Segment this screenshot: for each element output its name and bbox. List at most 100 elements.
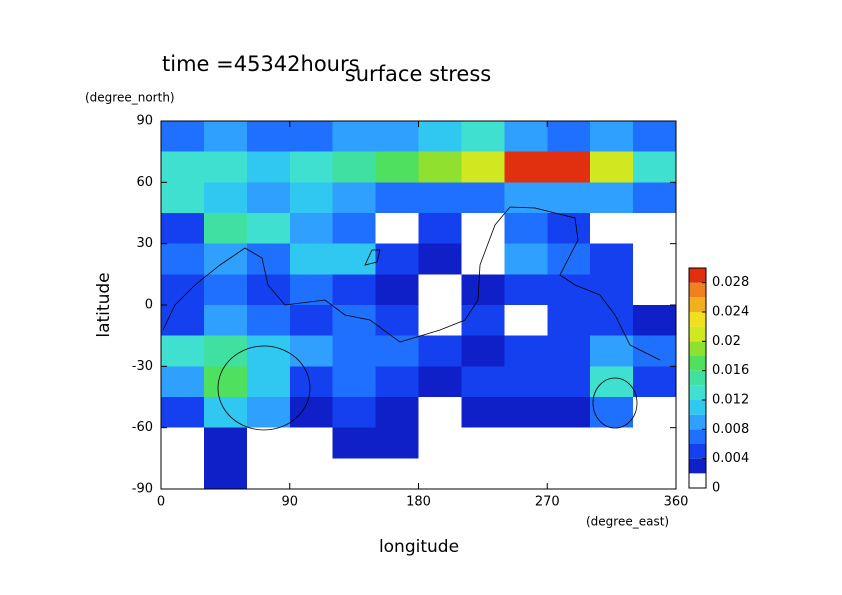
colorbar-tick-label: 0.016 <box>712 363 749 378</box>
colorbar-box <box>689 414 706 430</box>
cell <box>161 274 205 306</box>
cell <box>547 397 591 429</box>
cell <box>246 151 291 183</box>
cell <box>633 243 677 275</box>
cell <box>461 151 505 183</box>
cell <box>461 305 505 337</box>
cell <box>418 121 462 153</box>
x-tick-label: 360 <box>664 495 689 510</box>
cell <box>633 182 677 214</box>
colorbar-box <box>689 268 706 283</box>
cell <box>161 243 205 275</box>
cell <box>289 335 334 367</box>
cell <box>418 151 462 183</box>
cell <box>289 151 334 183</box>
colorbar-tick-label: 0 <box>712 481 720 496</box>
cell <box>289 305 334 337</box>
cell <box>418 397 462 429</box>
cell <box>289 366 334 398</box>
cell <box>246 274 291 306</box>
x-axis-title: longitude <box>379 537 459 557</box>
coastline <box>364 249 381 266</box>
cell <box>246 335 291 367</box>
cell <box>590 427 634 459</box>
cell <box>161 182 205 214</box>
cell <box>418 305 462 337</box>
colorbar-box <box>689 385 706 400</box>
cell <box>461 274 505 306</box>
cell <box>461 366 505 398</box>
cell <box>418 274 462 306</box>
cell <box>375 243 419 275</box>
cell <box>332 151 377 183</box>
cell <box>203 243 248 275</box>
colorbar-box <box>689 356 706 371</box>
cell <box>332 213 377 245</box>
cell <box>203 274 248 306</box>
coastlines <box>162 206 661 431</box>
colorbar-box <box>689 282 706 298</box>
cell <box>246 182 291 214</box>
cell <box>161 397 205 429</box>
coastline <box>592 377 638 429</box>
cell <box>633 335 677 367</box>
cell <box>590 305 634 337</box>
colorbar: 0 0.004 0.008 0.012 0.016 0.02 0.024 0.028 <box>688 267 749 496</box>
cell <box>590 182 634 214</box>
cell <box>289 397 334 429</box>
cell <box>203 427 248 459</box>
cell <box>246 121 291 153</box>
cell <box>504 397 548 429</box>
cell <box>332 366 377 398</box>
cell <box>375 458 419 490</box>
cell <box>590 243 634 275</box>
y-tick-label: 0 <box>145 298 153 313</box>
coastline <box>162 206 661 361</box>
cell <box>418 335 462 367</box>
cell <box>633 274 677 306</box>
cell <box>161 458 205 490</box>
y-unit: (degree_north) <box>85 91 175 105</box>
cell <box>504 213 548 245</box>
cell <box>161 305 205 337</box>
cell <box>461 335 505 367</box>
x-tick-label: 90 <box>281 495 298 510</box>
cell <box>633 121 677 153</box>
cell <box>161 335 205 367</box>
cell <box>375 305 419 337</box>
y-axis-title: latitude <box>94 272 114 337</box>
cell <box>633 458 677 490</box>
chart-title: surface stress <box>345 62 491 86</box>
cell <box>332 427 377 459</box>
cell <box>590 213 634 245</box>
colorbar-box <box>689 326 706 342</box>
cell <box>547 458 591 490</box>
x-tick-label: 270 <box>535 495 560 510</box>
cell <box>504 305 548 337</box>
cell <box>418 458 462 490</box>
colorbar-box <box>689 444 706 459</box>
cell <box>461 427 505 459</box>
y-tick-label: 60 <box>136 175 153 190</box>
cell <box>633 366 677 398</box>
y-tick-label: 30 <box>136 236 153 251</box>
cell <box>332 458 377 490</box>
cell <box>246 427 291 459</box>
cell <box>504 458 548 490</box>
cell <box>289 182 334 214</box>
colorbar-tick-label: 0.004 <box>712 451 749 466</box>
cell <box>375 335 419 367</box>
cell <box>547 151 591 183</box>
cell <box>375 427 419 459</box>
cell <box>246 366 291 398</box>
cell <box>289 427 334 459</box>
colorbar-tick-label: 0.028 <box>712 275 749 290</box>
cell <box>161 121 205 153</box>
colorbar-tick-label: 0.012 <box>712 393 749 408</box>
cell <box>375 121 419 153</box>
colorbar-box <box>689 429 706 444</box>
cell <box>375 151 419 183</box>
y-tick-label: -90 <box>132 482 153 497</box>
cell <box>161 366 205 398</box>
